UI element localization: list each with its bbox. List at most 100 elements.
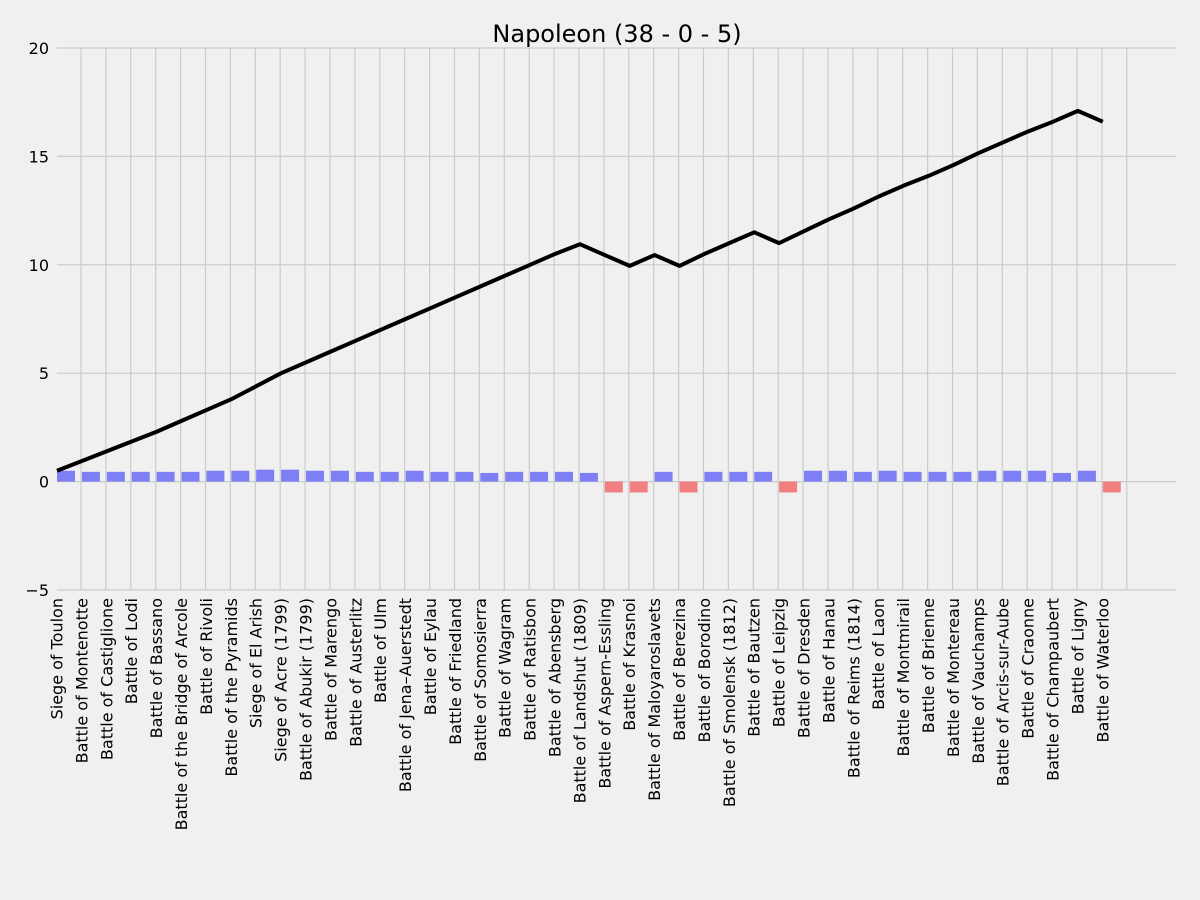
bar [206,470,225,482]
bar [355,471,374,482]
bar [455,471,474,482]
x-tick-label: Battle of Bautzen [745,598,764,737]
bar [156,471,175,482]
y-tick-label: 15 [29,147,49,166]
bar [704,471,723,482]
x-tick-label: Battle of Krasnoi [620,598,639,731]
bar [505,471,524,482]
x-tick-label: Battle of Marengo [321,598,340,741]
x-tick-label: Battle of Maloyaroslavets [645,598,664,801]
bar [903,471,922,482]
bar [1077,470,1096,482]
y-tick-label: −5 [25,581,49,600]
x-tick-label: Battle of Abensberg [546,598,565,757]
bar [1102,481,1121,493]
x-tick-label: Battle of Brienne [919,598,938,733]
x-tick-label: Battle of Wagram [496,598,515,738]
y-tick-label: 10 [29,256,49,275]
x-tick-label: Battle of Ratisbon [521,598,540,741]
bar [480,472,499,482]
bar [754,471,773,482]
bar [604,481,623,493]
x-tick-label: Battle of Bassano [147,598,166,738]
bar [330,470,349,482]
x-tick-label: Battle of Rivoli [197,598,216,715]
x-tick-label: Battle of Hanau [819,598,838,723]
bar [430,471,449,482]
x-tick-label: Battle of Laon [869,598,888,710]
x-tick-label: Battle of Craonne [1019,598,1038,739]
x-tick-label: Battle of the Pyramids [222,598,241,777]
x-tick-label: Battle of Somosierra [471,598,490,762]
y-tick-label: 0 [39,473,49,492]
bar [579,472,598,482]
bar [57,470,75,482]
y-tick-label: 20 [29,39,49,58]
bar [804,470,822,482]
x-tick-label: Battle of Lodi [122,598,141,704]
bar [131,471,150,482]
bar [853,471,872,482]
bar [953,471,972,482]
bar [878,470,897,482]
bar [1003,470,1022,482]
bar [1028,470,1047,482]
x-tick-label: Battle of Jena–Auerstedt [396,598,415,792]
x-tick-label: Battle of Arcis-sur-Aube [994,598,1013,786]
x-tick-label: Siege of Toulon [48,598,67,719]
x-tick-label: Siege of Acre (1799) [272,598,291,762]
x-tick-label: Battle of Montmirail [894,598,913,757]
yticks-layer: −5 0 5 10 15 20 [25,39,49,600]
grid-layer [57,47,1176,591]
bar [81,471,100,482]
x-tick-label: Battle of Dresden [795,598,814,738]
x-tick-label: Battle of Montenotte [72,598,91,763]
bar [928,471,947,482]
x-tick-label: Battle of Berezina [670,598,689,741]
bar [779,481,798,493]
x-tick-label: Battle of Ligny [1068,598,1087,714]
bar [1053,472,1071,482]
x-tick-label: Battle of the Bridge of Arcole [172,598,191,830]
bars-layer [57,469,1121,493]
bar [281,469,300,482]
x-tick-label: Battle of Smolensk (1812) [720,598,739,807]
bar [530,471,549,482]
x-tick-label: Battle of Ulm [371,598,390,703]
bar [629,481,648,493]
bar [256,469,275,482]
cumulative-line [56,108,1104,473]
bar [555,471,573,482]
bar [405,470,424,482]
bar [654,471,673,482]
x-tick-label: Battle of Castiglione [97,598,116,760]
x-tick-label: Battle of Reims (1814) [844,598,863,778]
x-tick-label: Battle of Vauchamps [969,598,988,764]
x-tick-label: Battle of Waterloo [1093,598,1112,743]
x-tick-label: Battle of Aspern-Essling [595,598,614,789]
x-tick-label: Battle of Eylau [421,598,440,715]
x-tick-label: Battle of Landshut (1809) [570,598,589,803]
bar [231,470,250,482]
xticks-layer: Siege of Toulon Battle of Montenotte Battl… [48,598,1113,830]
bar [181,471,200,482]
x-tick-label: Battle of Friedland [446,598,465,745]
bar [380,471,399,482]
bar [978,470,997,482]
x-tick-label: Siege of El Arish [247,598,266,728]
bar [306,470,324,482]
bar [729,471,748,482]
bar [828,470,847,482]
x-tick-label: Battle of Champaubert [1044,598,1063,781]
x-tick-label: Battle of Abukir (1799) [297,598,316,781]
x-tick-label: Battle of Austerlitz [346,598,365,747]
bar [679,481,698,493]
x-tick-label: Battle of Montereau [944,598,963,757]
chart-title: Napoleon (38 - 0 - 5) [492,20,741,48]
x-tick-label: Battle of Borodino [695,598,714,743]
bar [106,471,125,482]
x-tick-label: Battle of Leipzig [770,598,789,727]
y-tick-label: 5 [39,364,49,383]
